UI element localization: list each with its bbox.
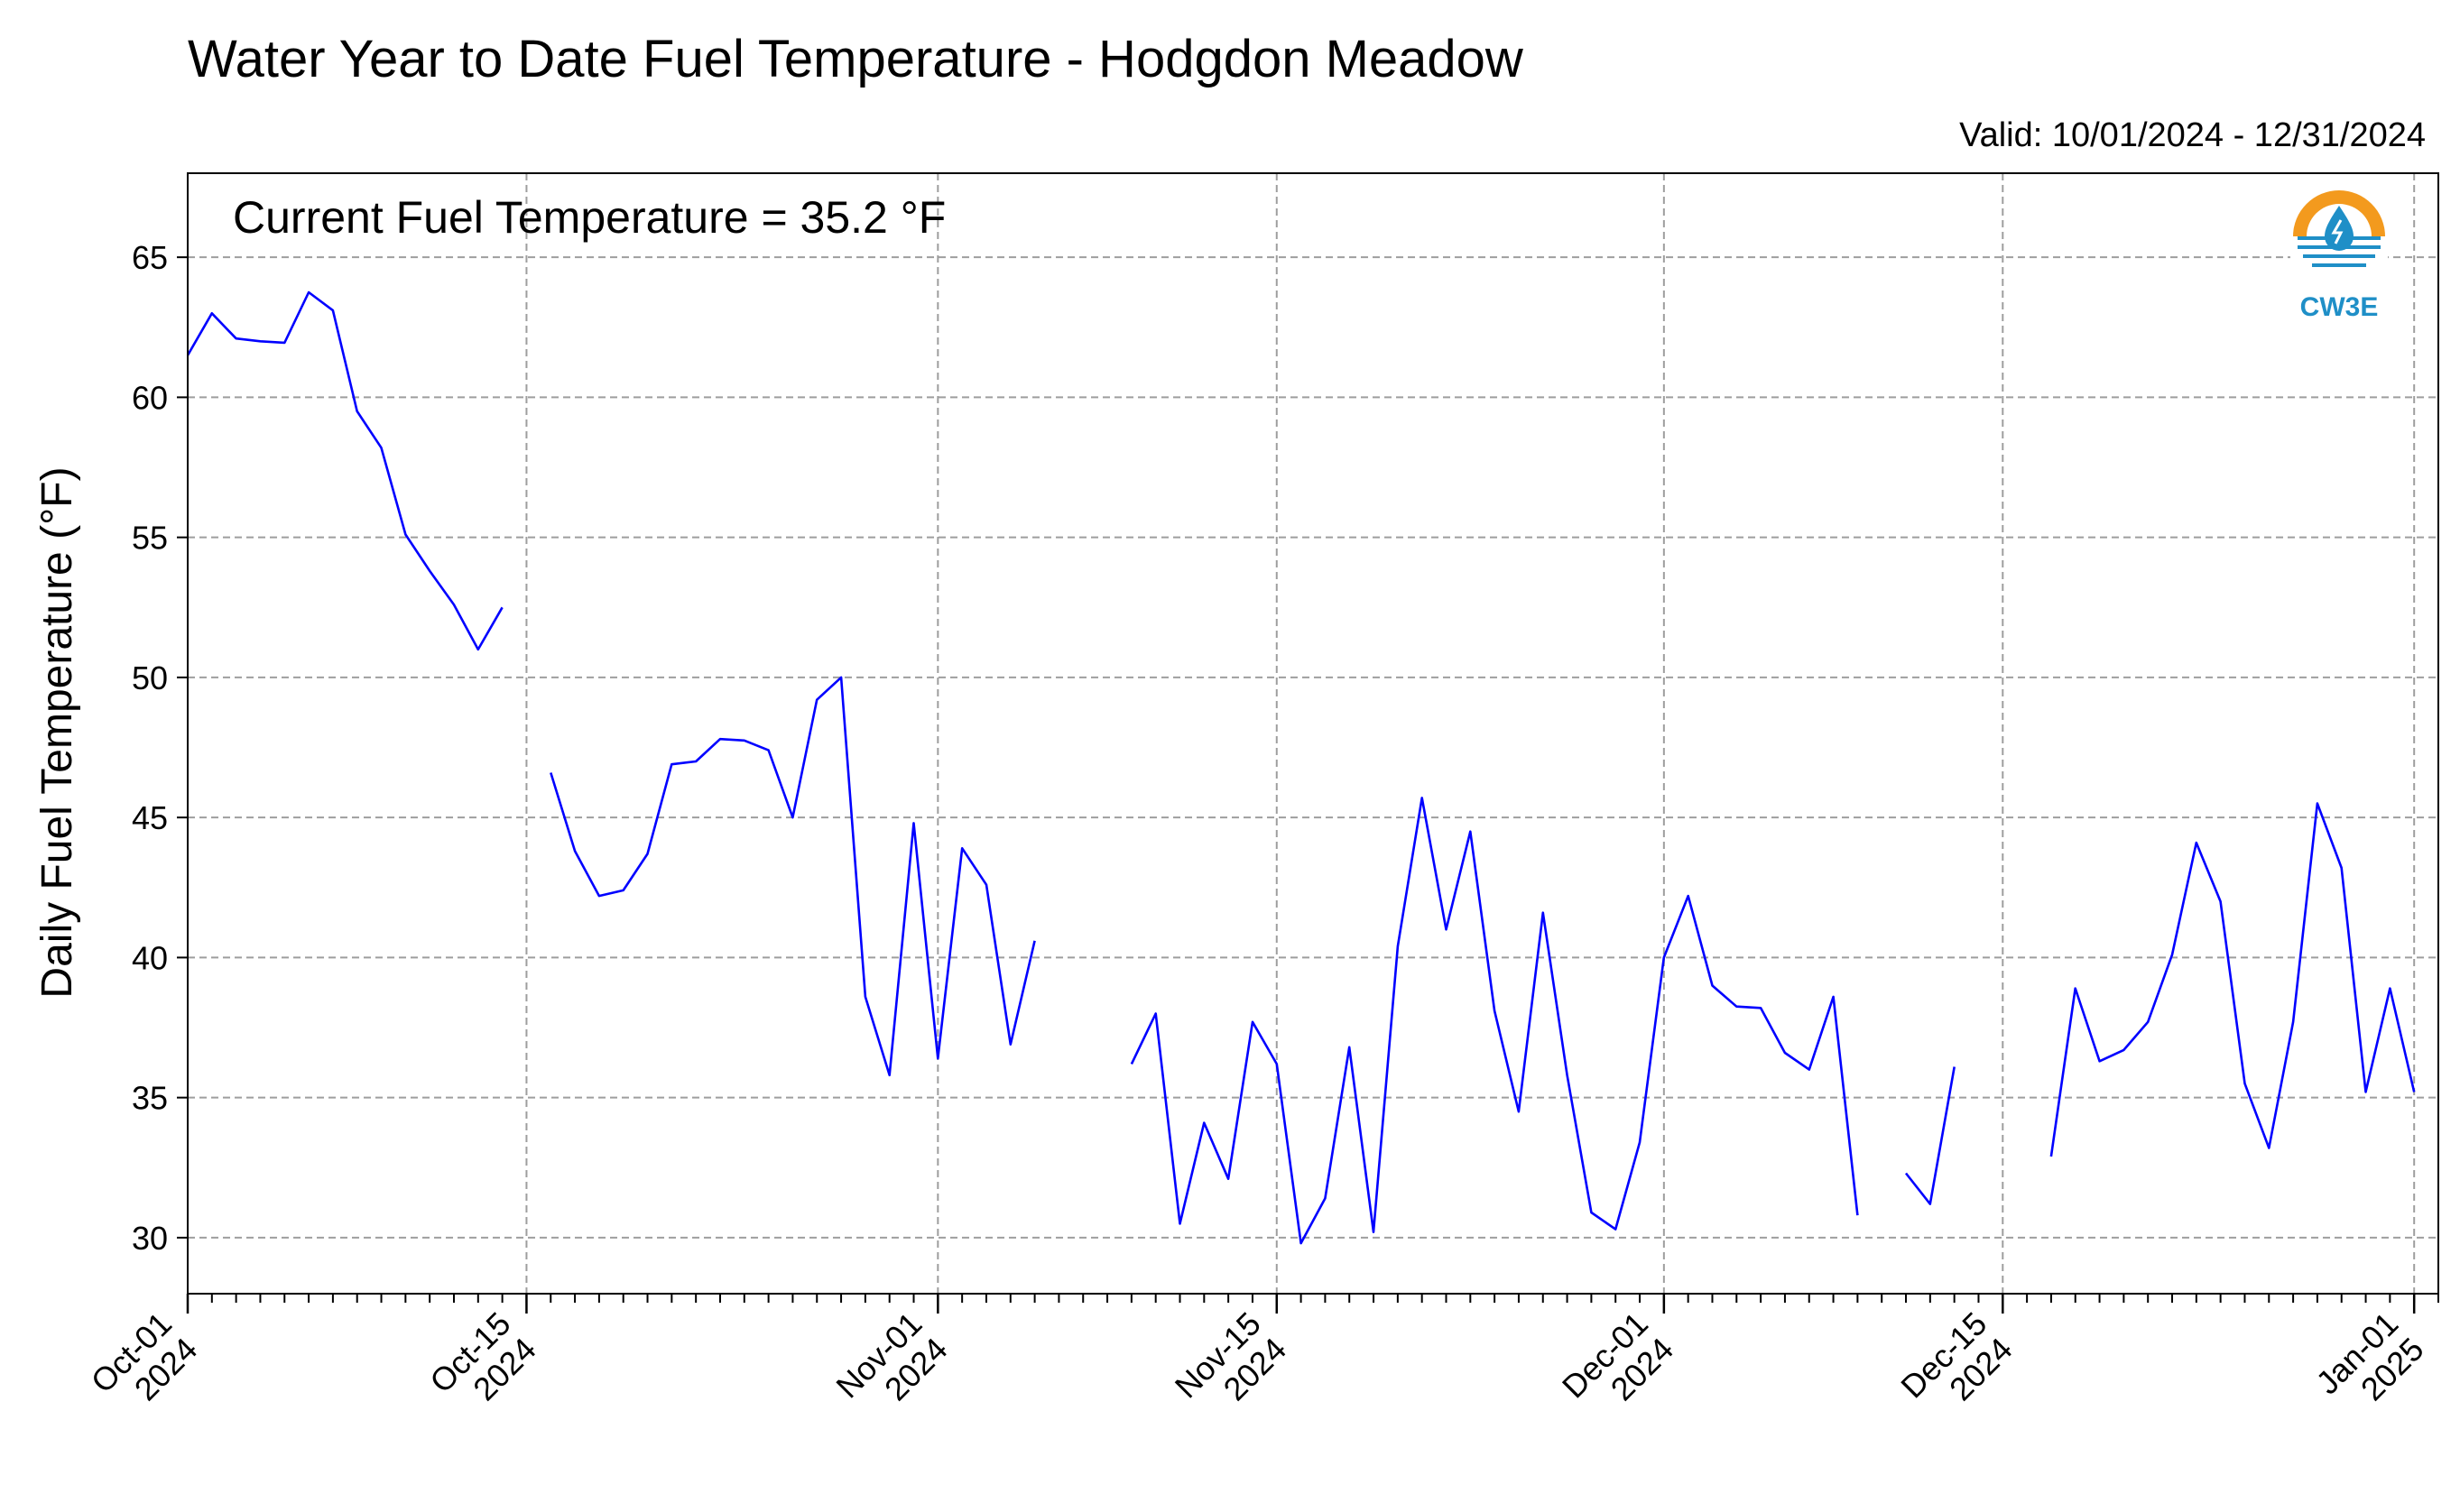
logo-label: CW3E [2300, 292, 2379, 322]
y-tick-label: 65 [132, 239, 168, 276]
current-fuel-temperature: Current Fuel Temperature = 35.2 °F [233, 192, 946, 243]
chart-title: Water Year to Date Fuel Temperature - Ho… [188, 30, 1524, 88]
valid-range: Valid: 10/01/2024 - 12/31/2024 [1959, 116, 2426, 154]
plot-frame [187, 172, 2439, 1295]
logo-drop-icon [2325, 206, 2354, 251]
y-tick-label: 35 [132, 1080, 168, 1117]
y-tick-label: 60 [132, 379, 168, 416]
y-tick-label: 50 [132, 659, 168, 696]
y-tick-label: 55 [132, 520, 168, 557]
series-line-segment [1904, 1066, 1956, 1205]
series-line-segment [2049, 802, 2416, 1157]
y-tick-label: 40 [132, 939, 168, 976]
series-layer [186, 290, 2416, 1245]
logo-waves-icon [2298, 236, 2381, 267]
grid [187, 173, 2438, 1294]
series-line-segment [186, 290, 504, 651]
series-line-segment [550, 676, 1036, 1077]
series-line-segment [1130, 797, 1859, 1245]
y-axis-label: Daily Fuel Temperature (°F) [33, 466, 81, 998]
y-tick-label: 45 [132, 799, 168, 836]
y-tick-label: 30 [132, 1220, 168, 1257]
cw3e-logo: CW3E [2290, 190, 2388, 322]
